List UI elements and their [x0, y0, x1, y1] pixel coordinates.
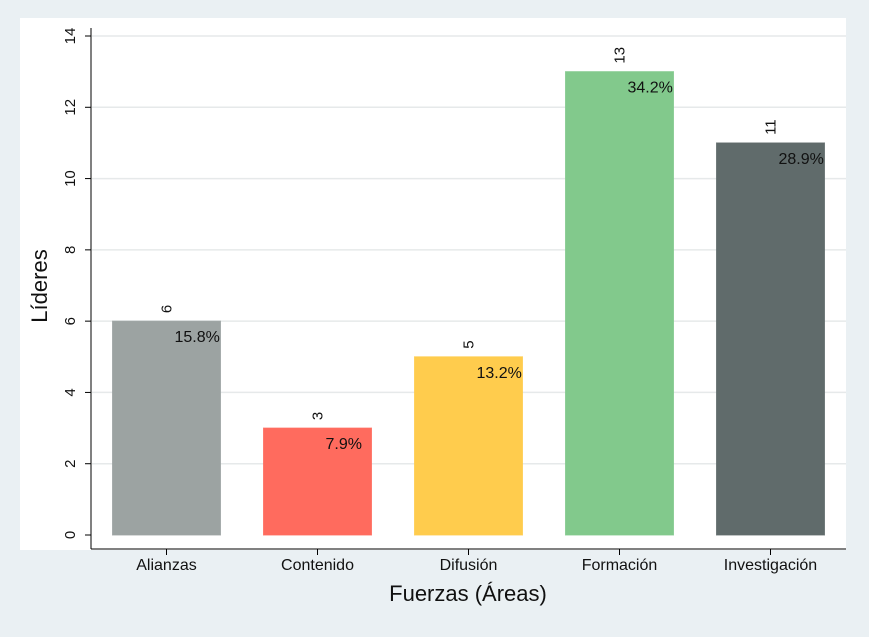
- bar-alianzas: [112, 320, 221, 536]
- y-tick-label: 14: [62, 28, 79, 45]
- bar-value-label: 13: [612, 47, 629, 64]
- y-tick-label: 8: [62, 246, 79, 254]
- x-ticks: Alianzas Contenido Difusión Formación Invest…: [136, 549, 817, 574]
- x-tick-label: Formación: [582, 557, 658, 574]
- y-tick-label: 12: [62, 99, 79, 116]
- bar-value-label: 5: [461, 340, 478, 348]
- y-axis-title: Líderes: [27, 249, 52, 322]
- x-tick-label: Contenido: [281, 557, 354, 574]
- bar-difusión: [414, 356, 523, 536]
- bar-percent-label: 13.2%: [477, 365, 522, 382]
- bar-percent-label: 7.9%: [326, 436, 362, 453]
- bar-contenido: [263, 427, 372, 536]
- bar-investigación: [716, 142, 825, 536]
- data-labels: 6 15.8% 3 7.9% 5 13.2% 13 34.2% 11 28.9%: [159, 47, 824, 453]
- y-tick-label: 6: [62, 317, 79, 325]
- bar-percent-label: 28.9%: [779, 151, 824, 168]
- y-tick-label: 2: [62, 460, 79, 468]
- bar-value-label: 11: [763, 119, 780, 135]
- x-tick-label: Difusión: [440, 557, 498, 574]
- bar-percent-label: 15.8%: [175, 329, 220, 346]
- bar-value-label: 6: [159, 305, 176, 313]
- y-tick-label: 10: [62, 170, 79, 187]
- bar-formación: [565, 71, 674, 536]
- x-tick-label: Investigación: [724, 557, 817, 574]
- x-axis-title: Fuerzas (Áreas): [389, 581, 547, 606]
- y-ticks: 0 2 4 6 8 10 12 14: [62, 28, 91, 539]
- x-tick-label: Alianzas: [136, 557, 196, 574]
- bar-value-label: 3: [310, 412, 327, 420]
- bar-percent-label: 34.2%: [628, 80, 673, 97]
- y-tick-label: 0: [62, 531, 79, 539]
- y-tick-label: 4: [62, 388, 79, 396]
- bars: [112, 71, 825, 536]
